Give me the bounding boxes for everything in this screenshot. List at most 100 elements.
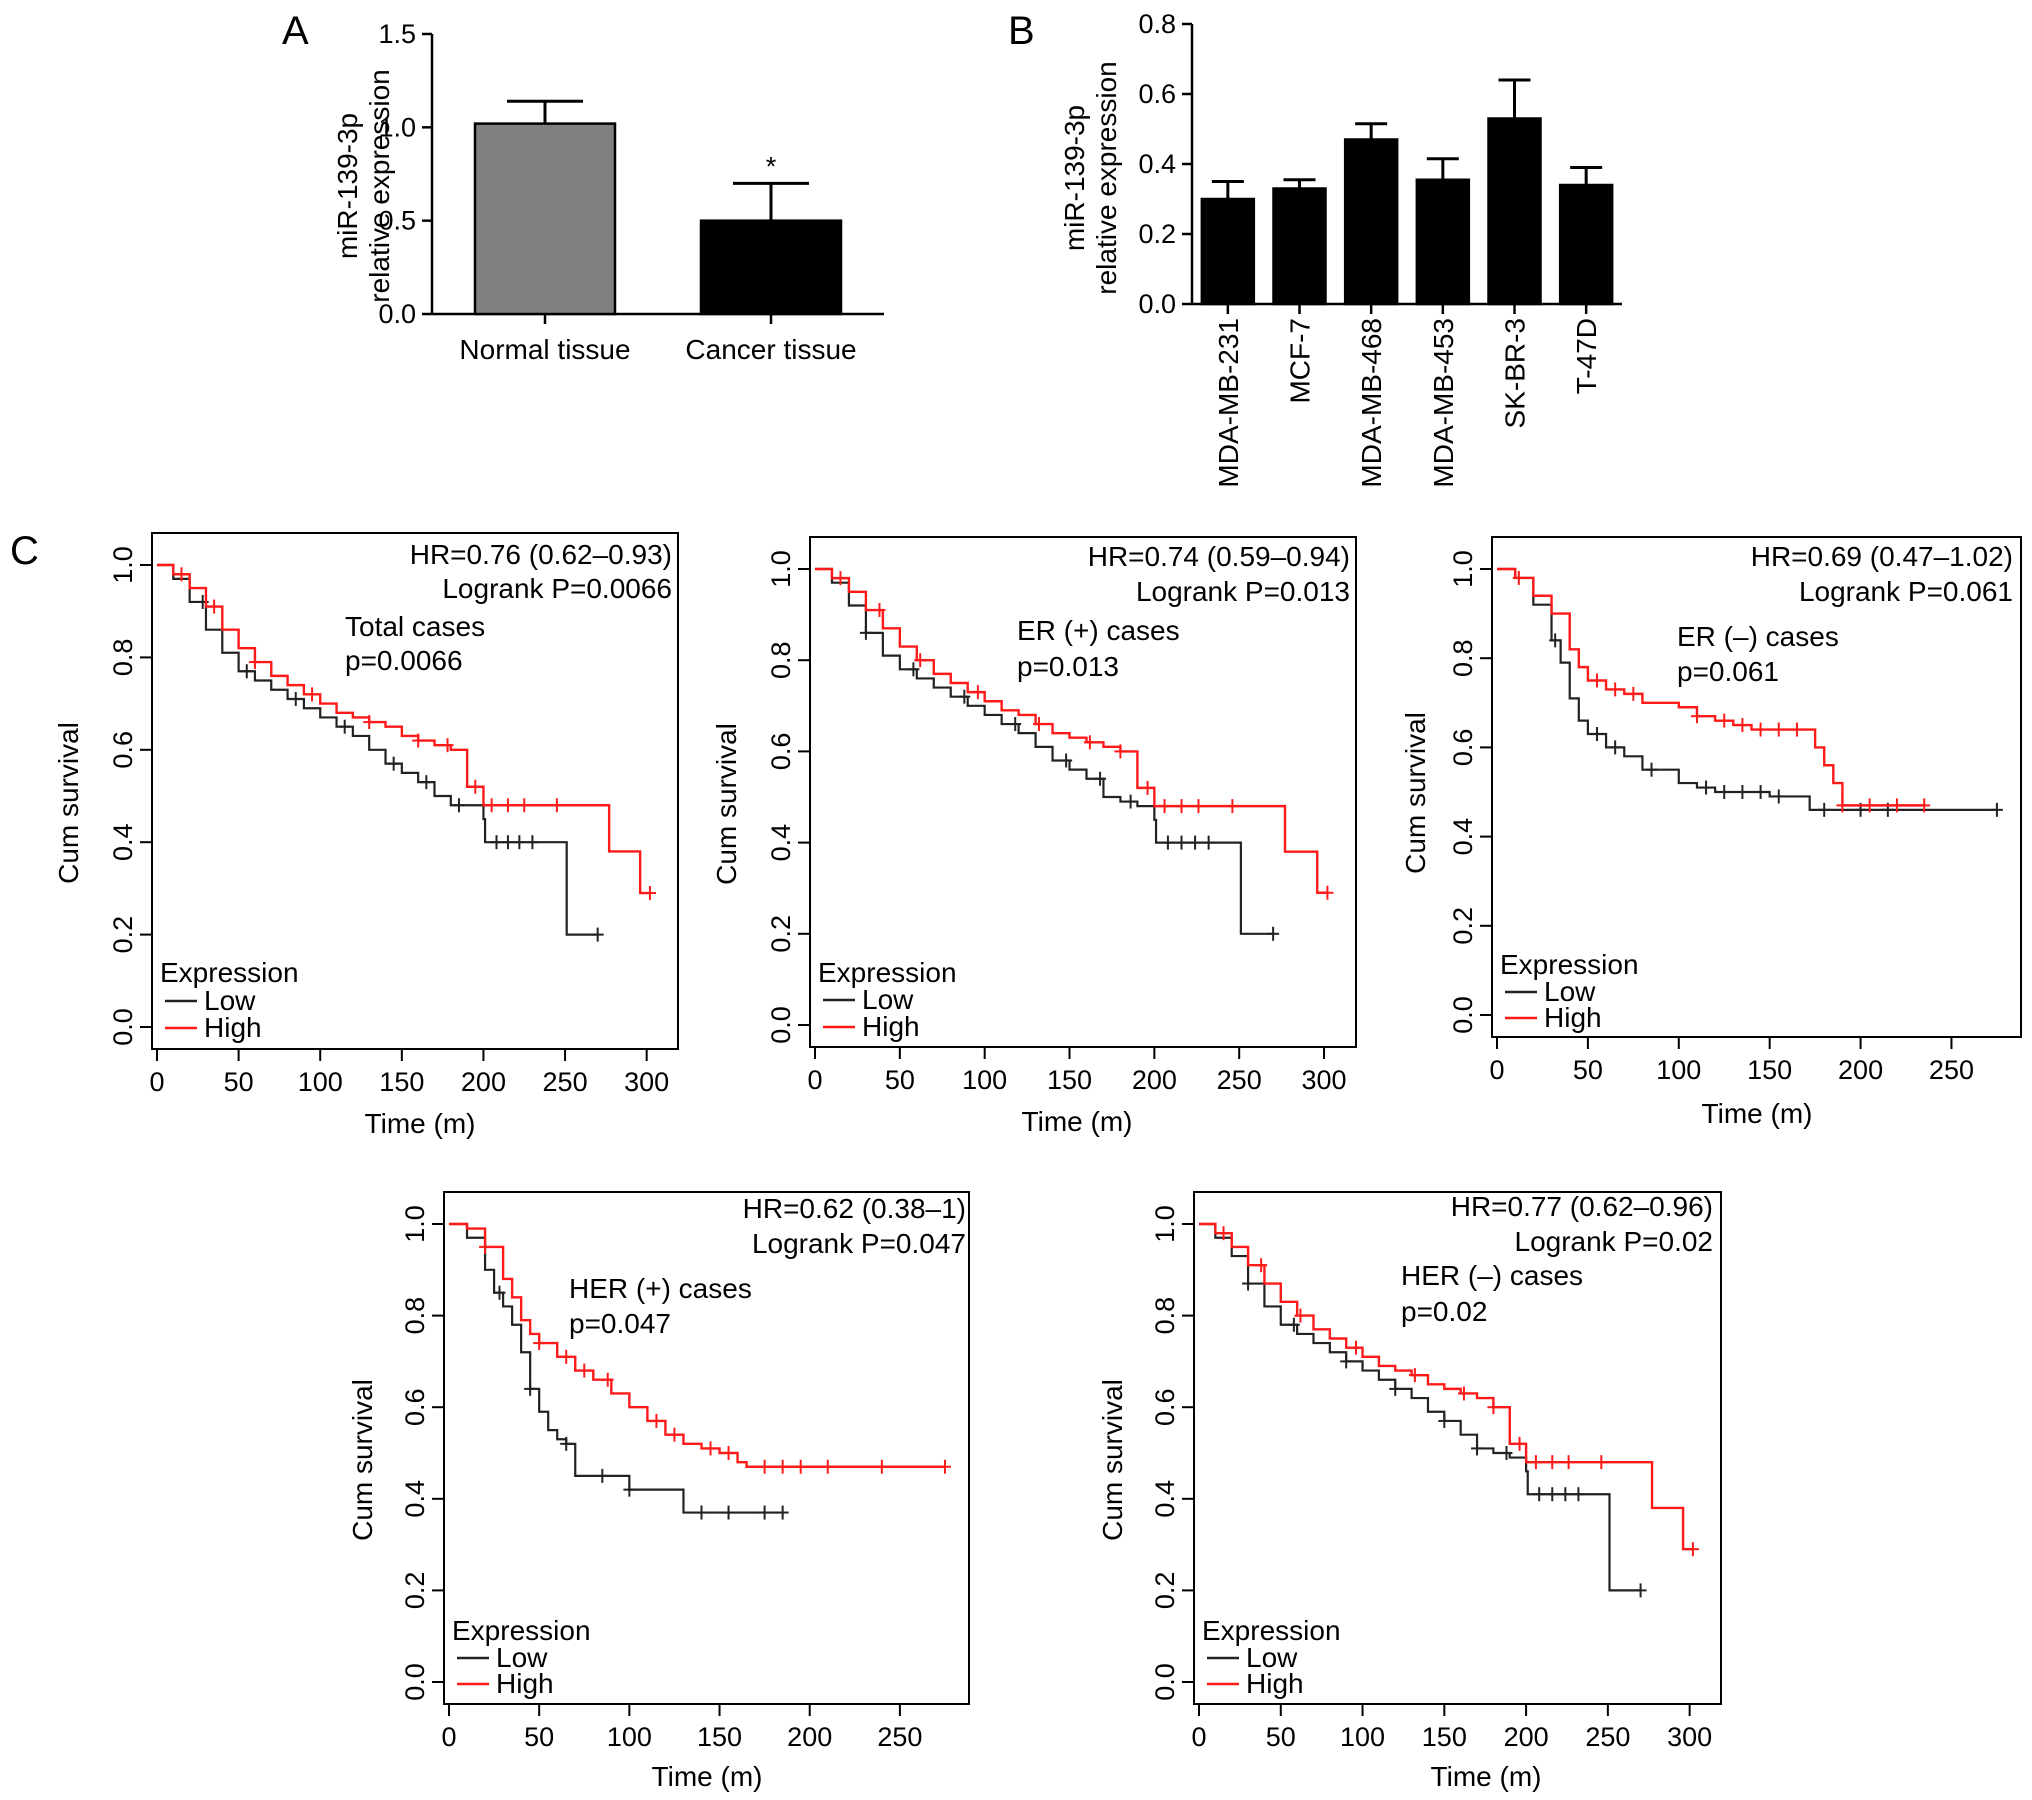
km-plot-her-pos: HR=0.62 (0.38–1) Logrank P=0.047 HER (+)… bbox=[347, 1191, 970, 1792]
panel-b-category-label: MDA-MB-231 bbox=[1213, 318, 1244, 488]
panel-a-ytick-label: 1.5 bbox=[378, 19, 416, 49]
panel-a-ytick-label: 1.0 bbox=[378, 112, 416, 142]
km-her-neg-xlabel: Time (m) bbox=[1431, 1761, 1542, 1792]
km-er-neg-legend-high: High bbox=[1544, 1002, 1602, 1033]
km-her-pos-ytick-label: 0.4 bbox=[400, 1480, 430, 1518]
km-her-pos-xtick-label: 0 bbox=[441, 1722, 456, 1752]
km-her-pos-hr: HR=0.62 (0.38–1) bbox=[743, 1193, 966, 1224]
km-her-neg-logrank: Logrank P=0.02 bbox=[1515, 1226, 1714, 1257]
panel-letter-b: B bbox=[1008, 9, 1035, 53]
km-total-xtick-label: 300 bbox=[624, 1067, 669, 1097]
panel-a-bar bbox=[699, 219, 843, 316]
km-her-pos-xtick-label: 200 bbox=[787, 1722, 832, 1752]
km-her-pos-ytick-label: 0.8 bbox=[400, 1297, 430, 1335]
km-er-pos-ytick-label: 0.8 bbox=[766, 641, 796, 679]
km-her-neg-xtick-label: 0 bbox=[1191, 1722, 1206, 1752]
km-er-pos-xtick-label: 50 bbox=[885, 1065, 915, 1095]
km-er-pos-legend-high: High bbox=[862, 1011, 920, 1042]
km-er-neg-hr: HR=0.69 (0.47–1.02) bbox=[1751, 541, 2013, 572]
km-er-neg-logrank: Logrank P=0.061 bbox=[1799, 576, 2013, 607]
panel-a-ylabel: miR-139-3p relative expression bbox=[332, 69, 395, 302]
km-her-pos-curve-low bbox=[449, 1222, 783, 1514]
km-er-neg-axes: 0 50 100 150 200 250 0.0 0.2 0.4 0.6 0.8 1.0 bbox=[1448, 536, 2022, 1085]
km-er-neg-xtick-label: 200 bbox=[1838, 1055, 1883, 1085]
km-er-neg-annotation-title: ER (–) cases bbox=[1677, 621, 1839, 652]
km-her-neg-ytick-label: 0.8 bbox=[1150, 1297, 1180, 1335]
km-er-pos-frame bbox=[809, 536, 1357, 1048]
km-her-pos-curve-high bbox=[449, 1222, 945, 1468]
panel-a-category-label: Normal tissue bbox=[459, 334, 630, 365]
km-her-pos-ytick-label: 0.0 bbox=[400, 1663, 430, 1701]
km-her-pos-legend-high: High bbox=[496, 1668, 554, 1699]
km-total-annotation-title: Total cases bbox=[345, 611, 485, 642]
km-her-neg-xtick-label: 50 bbox=[1266, 1722, 1296, 1752]
km-er-neg-xtick-label: 250 bbox=[1929, 1055, 1974, 1085]
km-er-pos-xtick-label: 300 bbox=[1302, 1065, 1347, 1095]
km-er-pos-ytick-label: 0.2 bbox=[766, 915, 796, 953]
km-her-pos-frame bbox=[443, 1191, 970, 1705]
km-er-neg-ytick-label: 0.0 bbox=[1448, 996, 1478, 1034]
km-her-neg-ytick-label: 0.2 bbox=[1150, 1572, 1180, 1610]
panel-letter-c: C bbox=[10, 529, 39, 573]
km-er-neg-annotation-p: p=0.061 bbox=[1677, 656, 1779, 687]
km-er-pos-xtick-label: 250 bbox=[1217, 1065, 1262, 1095]
km-er-neg-legend-title: Expression bbox=[1500, 949, 1639, 980]
panel-b-category-label: MCF-7 bbox=[1285, 318, 1316, 404]
km-her-pos-annotation-title: HER (+) cases bbox=[569, 1273, 752, 1304]
panel-b-bar bbox=[1415, 178, 1471, 306]
km-her-pos-axes: 0 50 100 150 200 250 0.0 0.2 0.4 0.6 0.8 1.0 bbox=[400, 1191, 970, 1752]
km-total-hr: HR=0.76 (0.62–0.93) bbox=[410, 539, 672, 570]
km-er-neg-ytick-label: 0.6 bbox=[1448, 729, 1478, 767]
km-her-pos-xtick-label: 250 bbox=[877, 1722, 922, 1752]
panel-b-category-label: SK-BR-3 bbox=[1500, 318, 1531, 428]
km-er-neg-ylabel: Cum survival bbox=[1400, 712, 1431, 874]
km-plot-her-neg: HR=0.77 (0.62–0.96) Logrank P=0.02 HER (… bbox=[1097, 1191, 1722, 1792]
km-er-pos-legend-title: Expression bbox=[818, 957, 957, 988]
km-her-neg-hr: HR=0.77 (0.62–0.96) bbox=[1451, 1191, 1713, 1222]
km-total-legend-low: Low bbox=[204, 985, 256, 1016]
panel-a-ytick-label: 0.5 bbox=[378, 206, 416, 236]
km-total-ytick-label: 0.0 bbox=[108, 1008, 138, 1046]
panel-b-ytick-label: 0.0 bbox=[1138, 289, 1176, 319]
panel-b-category-label: T-47D bbox=[1571, 318, 1602, 394]
km-her-neg-legend-high: High bbox=[1246, 1668, 1304, 1699]
km-her-pos-legend-title: Expression bbox=[452, 1615, 591, 1646]
km-er-neg-ytick-label: 0.4 bbox=[1448, 818, 1478, 856]
km-total-annotation-p: p=0.0066 bbox=[345, 645, 463, 676]
km-total-logrank: Logrank P=0.0066 bbox=[442, 573, 672, 604]
km-her-pos-ytick-label: 1.0 bbox=[400, 1205, 430, 1243]
panel-b-ytick-label: 0.2 bbox=[1138, 219, 1176, 249]
km-er-neg-ytick-label: 1.0 bbox=[1448, 550, 1478, 588]
km-her-pos-xtick-label: 100 bbox=[607, 1722, 652, 1752]
panel-b-ytick-label: 0.4 bbox=[1138, 149, 1176, 179]
km-her-pos-ytick-label: 0.2 bbox=[400, 1572, 430, 1610]
panel-b-ylabel-line1: miR-139-3p bbox=[1059, 105, 1090, 251]
panel-b-plot: 0.0 0.2 0.4 0.6 0.8 MDA-MB-231 MCF-7 MDA-MB-468… bbox=[1138, 9, 1622, 488]
panel-a-plot: 0.0 0.5 1.0 1.5 Normal tissue * Cancer tissue bbox=[378, 19, 884, 365]
km-her-neg-xtick-label: 250 bbox=[1585, 1722, 1630, 1752]
km-total-axes: 0 50 100 150 200 250 300 0.0 0.2 0.4 0.6 0.8 1.0 bbox=[108, 532, 679, 1097]
panel-b-category-label: MDA-MB-468 bbox=[1356, 318, 1387, 488]
km-her-pos-xtick-label: 50 bbox=[524, 1722, 554, 1752]
km-her-neg-frame bbox=[1193, 1191, 1722, 1705]
km-plot-er-pos: HR=0.74 (0.59–0.94) Logrank P=0.013 ER (… bbox=[711, 536, 1357, 1137]
km-er-neg-xlabel: Time (m) bbox=[1702, 1098, 1813, 1129]
km-her-neg-ytick-label: 1.0 bbox=[1150, 1205, 1180, 1243]
panel-b-bar bbox=[1272, 187, 1327, 306]
panel-letter-a: A bbox=[282, 9, 309, 53]
panel-b-bar bbox=[1487, 117, 1542, 306]
km-total-ytick-label: 1.0 bbox=[108, 546, 138, 584]
km-her-neg-legend-title: Expression bbox=[1202, 1615, 1341, 1646]
km-her-neg-xtick-label: 300 bbox=[1667, 1722, 1712, 1752]
km-total-xtick-label: 200 bbox=[461, 1067, 506, 1097]
km-er-pos-legend-low: Low bbox=[862, 984, 914, 1015]
panel-b: B miR-139-3p relative expression 0.00.20… bbox=[1008, 9, 1622, 488]
km-er-pos-ylabel: Cum survival bbox=[711, 723, 742, 885]
km-er-pos-ytick-label: 0.0 bbox=[766, 1006, 796, 1044]
panel-a: A miR-139-3p relative expression 0.0 0.5 1… bbox=[282, 9, 884, 365]
km-her-neg-ytick-label: 0.4 bbox=[1150, 1480, 1180, 1518]
km-er-pos-hr: HR=0.74 (0.59–0.94) bbox=[1088, 541, 1350, 572]
panel-a-ylabel-line2: relative expression bbox=[364, 69, 395, 302]
km-her-neg-ytick-label: 0.0 bbox=[1150, 1663, 1180, 1701]
